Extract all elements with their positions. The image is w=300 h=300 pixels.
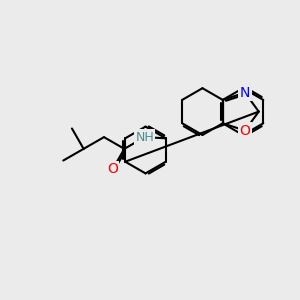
Text: NH: NH — [135, 130, 154, 144]
Text: O: O — [107, 162, 118, 176]
Text: N: N — [240, 86, 250, 100]
Text: O: O — [240, 124, 250, 137]
